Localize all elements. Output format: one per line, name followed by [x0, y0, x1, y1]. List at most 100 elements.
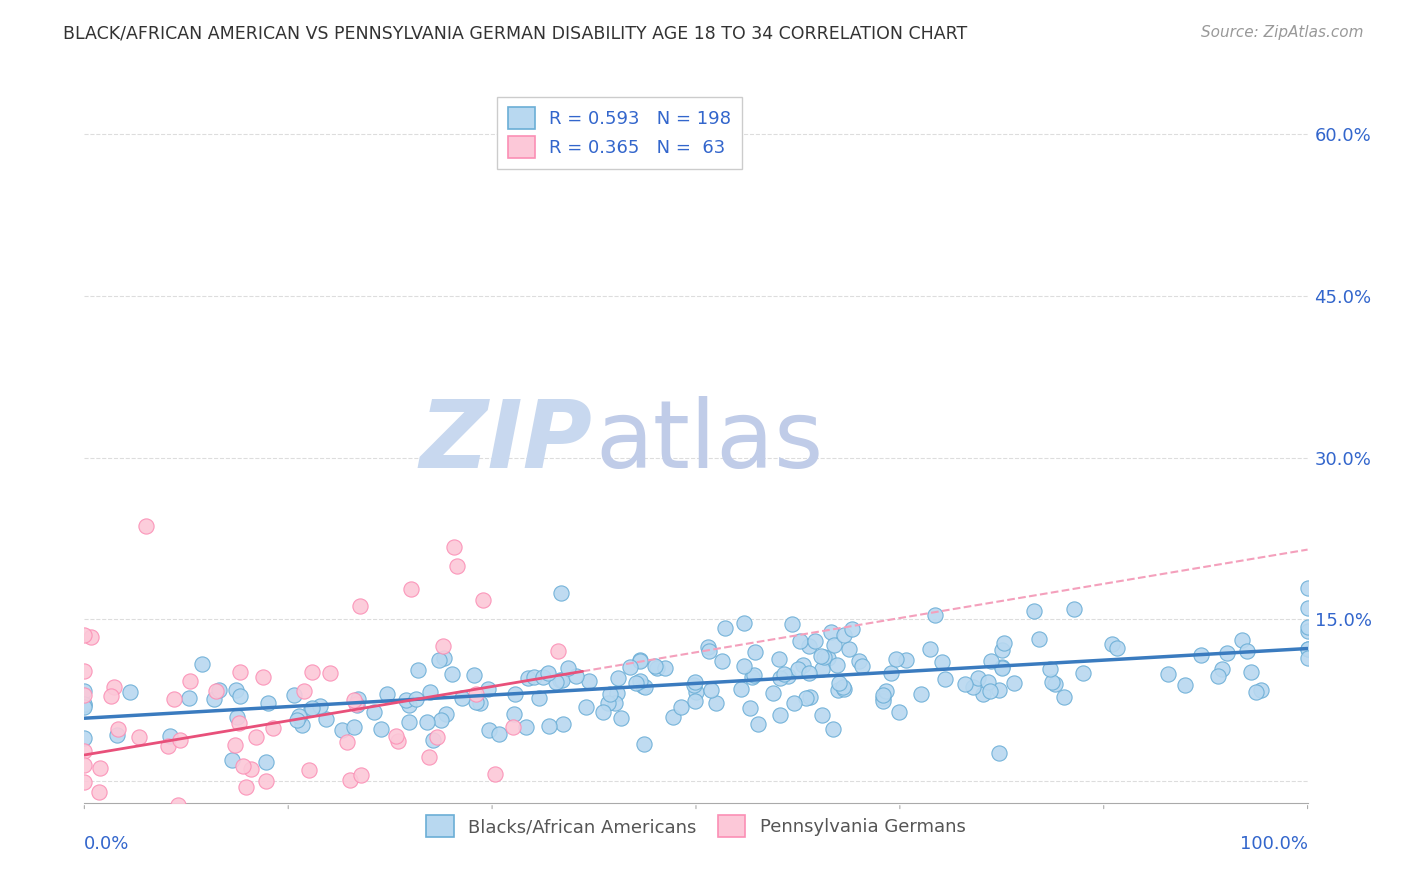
Point [827, 682, 849, 697]
Point [231, 759, 253, 773]
Point [73, 808, 96, 822]
Point [797, 639, 820, 653]
Point [202, 692, 225, 706]
Point [301, 700, 323, 714]
Point [993, 636, 1015, 650]
Text: 100.0%: 100.0% [1240, 835, 1308, 853]
Point [262, 721, 284, 735]
Point [1296, 651, 1319, 665]
Point [89, 761, 111, 775]
Point [100, 689, 122, 703]
Point [73, 697, 96, 711]
Point [430, 713, 453, 727]
Point [1022, 604, 1045, 618]
Point [924, 608, 946, 623]
Point [896, 653, 918, 667]
Point [318, 665, 340, 680]
Point [256, 774, 278, 789]
Point [1296, 581, 1319, 595]
Point [225, 683, 247, 698]
Point [872, 694, 894, 708]
Point [634, 680, 657, 694]
Point [980, 654, 1002, 668]
Point [772, 667, 794, 681]
Point [685, 685, 707, 699]
Point [254, 826, 277, 840]
Point [434, 707, 457, 722]
Point [515, 720, 537, 734]
Point [747, 717, 769, 731]
Point [967, 671, 990, 685]
Point [889, 705, 911, 719]
Point [799, 690, 821, 705]
Point [399, 582, 422, 596]
Point [831, 681, 853, 695]
Point [537, 666, 560, 681]
Point [239, 762, 262, 776]
Point [1296, 641, 1319, 656]
Point [128, 730, 150, 744]
Text: atlas: atlas [596, 395, 824, 488]
Point [1053, 690, 1076, 705]
Point [1107, 641, 1129, 656]
Point [405, 691, 427, 706]
Point [733, 659, 755, 673]
Point [633, 737, 655, 751]
Point [347, 691, 370, 706]
Point [578, 673, 600, 688]
Point [73, 828, 96, 842]
Point [628, 673, 651, 688]
Point [344, 697, 367, 711]
Point [236, 814, 259, 829]
Point [339, 773, 361, 788]
Point [851, 658, 873, 673]
Point [910, 687, 932, 701]
Point [235, 780, 257, 795]
Point [768, 651, 790, 665]
Point [350, 768, 373, 782]
Point [838, 641, 860, 656]
Point [73, 688, 96, 702]
Point [229, 665, 252, 679]
Point [988, 683, 1011, 698]
Point [953, 677, 976, 691]
Point [991, 661, 1014, 675]
Point [156, 739, 179, 754]
Point [349, 599, 371, 614]
Point [309, 699, 332, 714]
Point [823, 638, 845, 652]
Point [166, 798, 188, 813]
Point [441, 666, 464, 681]
Point [711, 654, 734, 668]
Point [730, 681, 752, 696]
Point [685, 674, 707, 689]
Point [135, 519, 157, 533]
Point [607, 671, 630, 685]
Point [977, 675, 1000, 690]
Point [832, 681, 855, 696]
Point [813, 650, 835, 665]
Point [321, 807, 343, 822]
Point [565, 669, 588, 683]
Point [934, 672, 956, 686]
Point [794, 691, 817, 706]
Point [73, 698, 96, 713]
Point [472, 593, 495, 607]
Point [598, 696, 620, 710]
Point [1043, 677, 1066, 691]
Point [820, 624, 842, 639]
Point [159, 730, 181, 744]
Point [252, 670, 274, 684]
Point [550, 586, 572, 600]
Point [343, 720, 366, 734]
Point [224, 738, 246, 752]
Point [418, 749, 440, 764]
Text: BLACK/AFRICAN AMERICAN VS PENNSYLVANIA GERMAN DISABILITY AGE 18 TO 34 CORRELATIO: BLACK/AFRICAN AMERICAN VS PENNSYLVANIA G… [63, 25, 967, 43]
Point [548, 673, 571, 687]
Point [741, 670, 763, 684]
Point [827, 657, 849, 672]
Point [828, 676, 851, 690]
Legend: Blacks/African Americans, Pennsylvania Germans: Blacks/African Americans, Pennsylvania G… [419, 808, 973, 845]
Point [398, 698, 420, 712]
Point [464, 695, 486, 709]
